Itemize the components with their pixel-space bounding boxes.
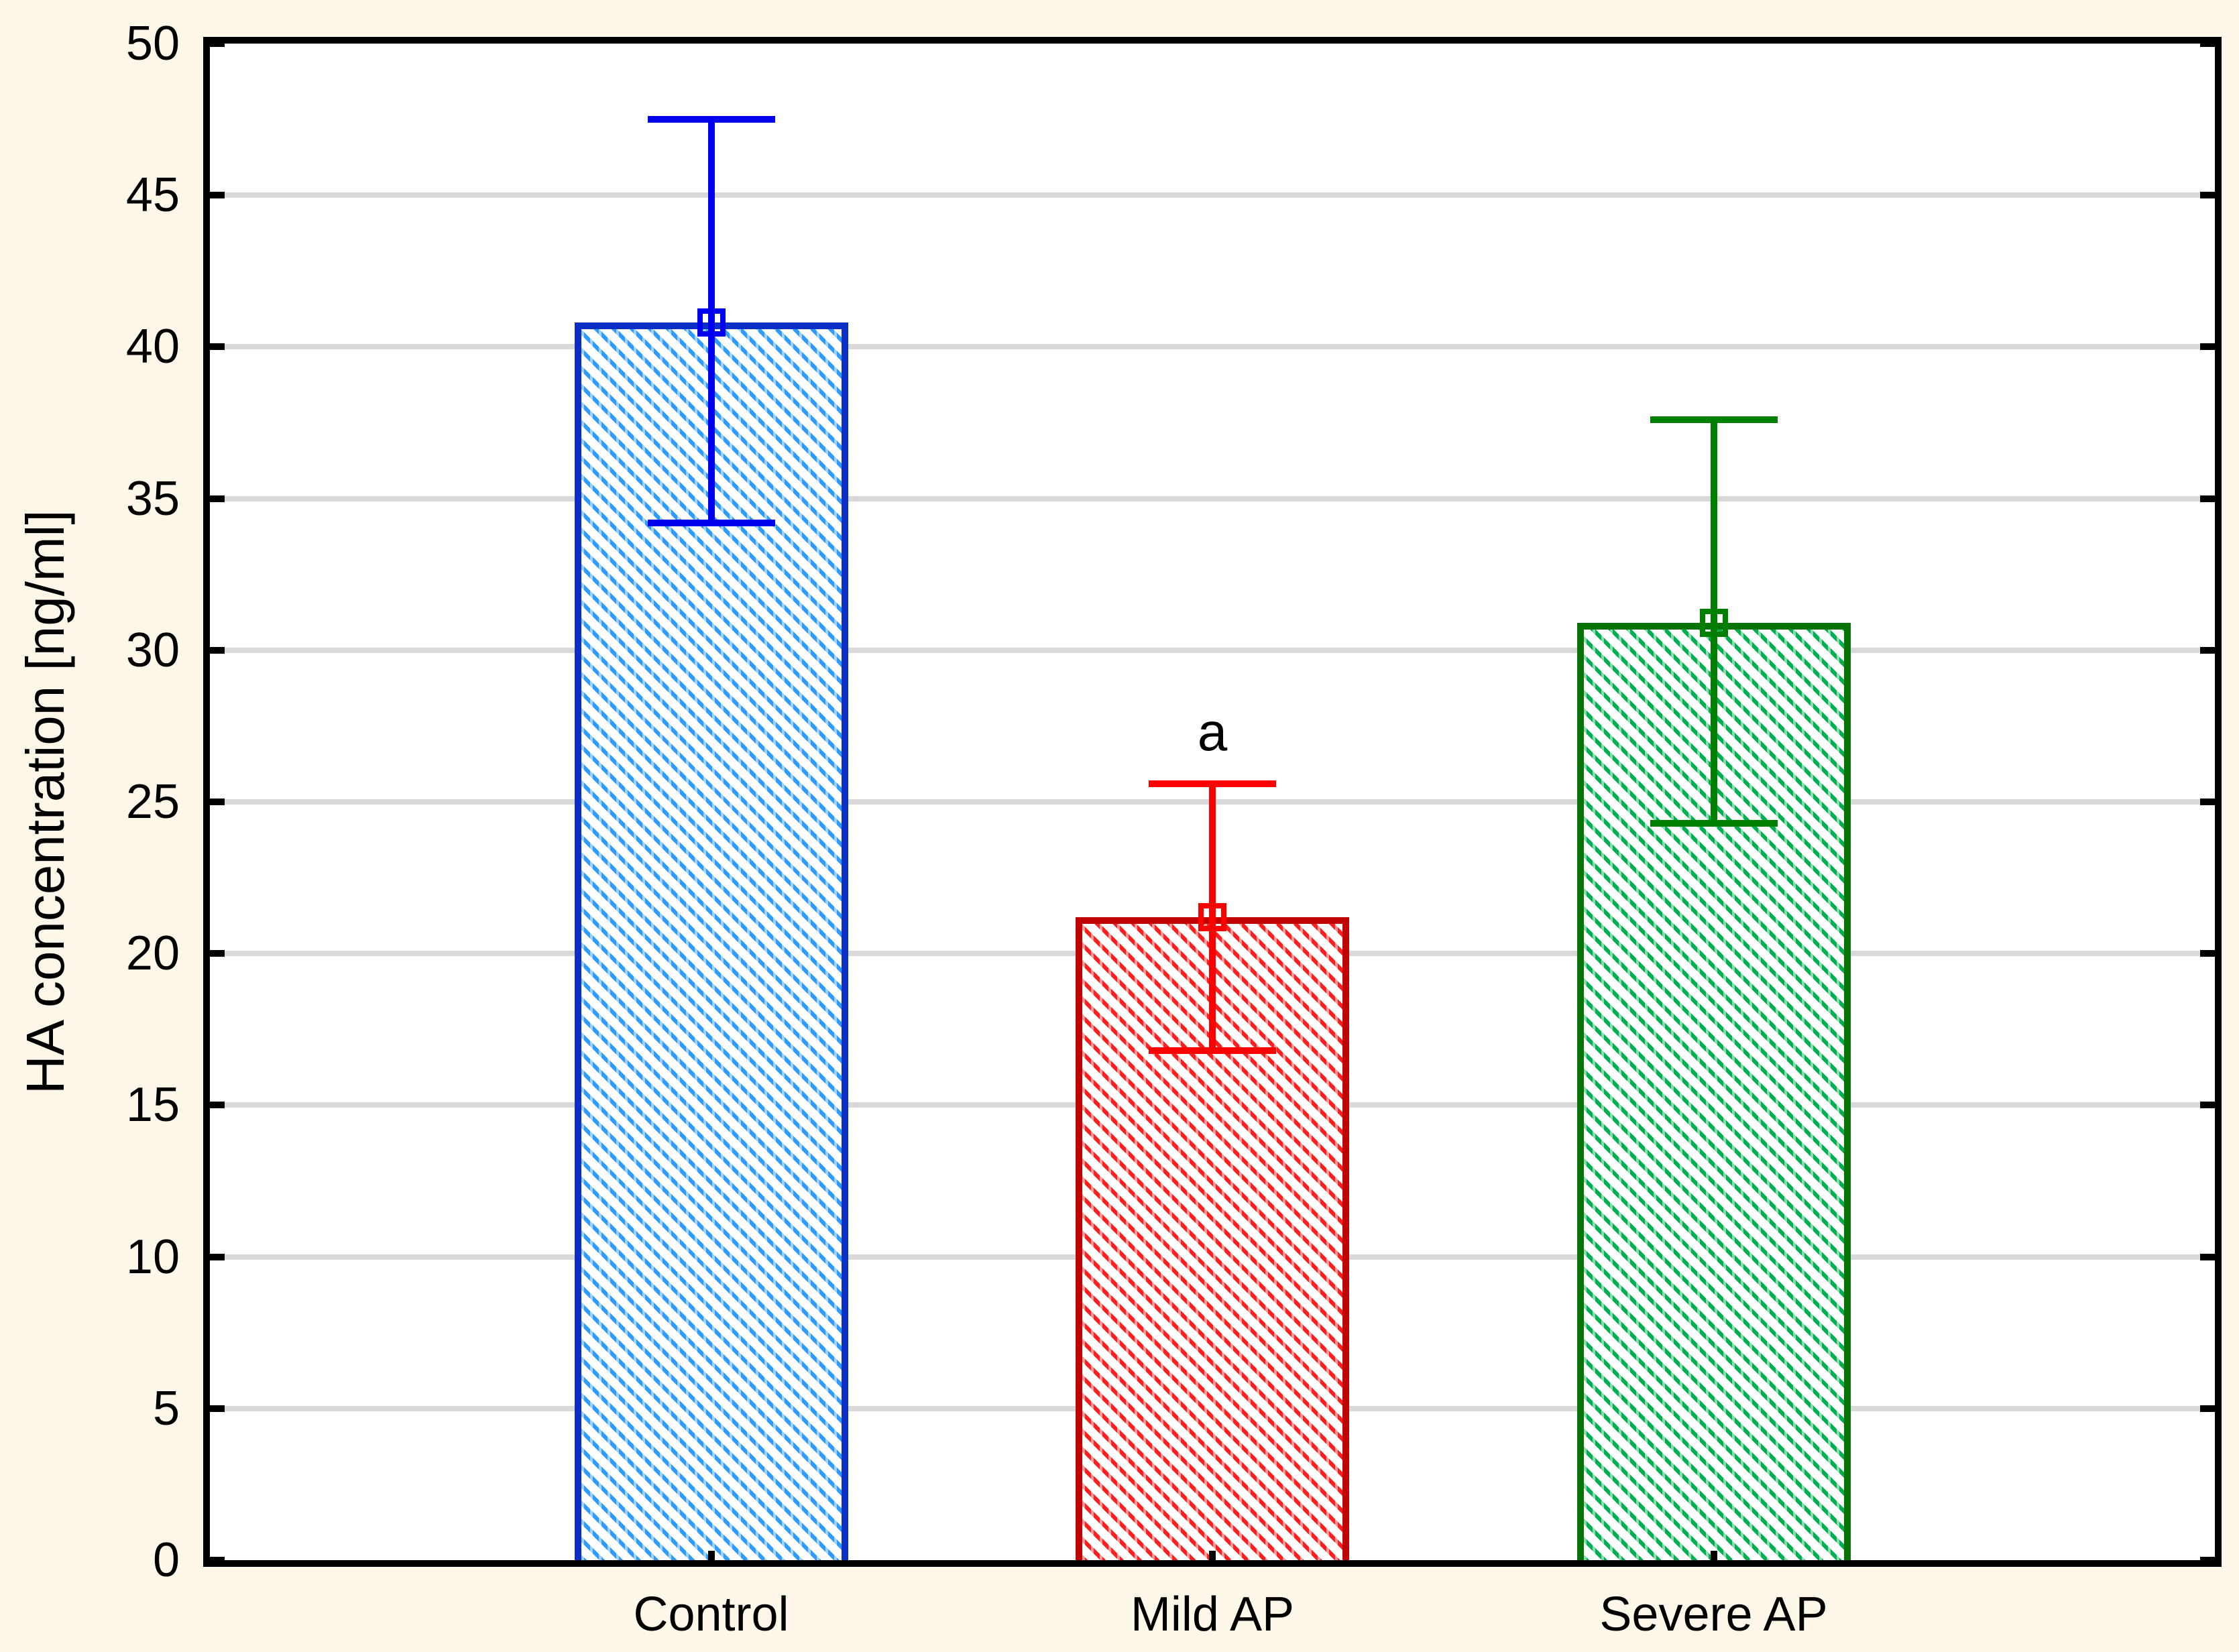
error-cap-bottom-mild-ap	[1149, 1047, 1276, 1054]
mean-marker-severe-ap	[1699, 609, 1728, 638]
x-category-label-mild-ap: Mild AP	[1130, 1588, 1295, 1641]
error-bar-mild-ap	[1209, 783, 1216, 1051]
y-tick-right-25	[2200, 799, 2215, 805]
y-tick-label-15: 15	[125, 1078, 180, 1132]
x-tick-severe-ap	[1710, 1551, 1717, 1560]
y-tick-label-50: 50	[125, 17, 180, 70]
y-tick-left-10	[210, 1253, 225, 1260]
gridline-40	[210, 344, 2215, 350]
y-tick-left-45	[210, 192, 225, 199]
y-tick-left-20	[210, 950, 225, 957]
y-tick-label-25: 25	[125, 775, 180, 829]
error-cap-bottom-control	[647, 519, 775, 526]
y-tick-label-0: 0	[152, 1533, 180, 1587]
plot-area	[203, 37, 2222, 1567]
y-tick-right-5	[2200, 1405, 2215, 1412]
y-tick-left-50	[210, 40, 225, 47]
y-tick-right-0	[2200, 1557, 2215, 1564]
y-tick-right-50	[2200, 40, 2215, 47]
y-tick-right-30	[2200, 646, 2215, 654]
y-tick-right-20	[2200, 950, 2215, 957]
gridline-30	[210, 647, 2215, 653]
y-tick-left-25	[210, 799, 225, 805]
y-tick-left-40	[210, 343, 225, 351]
mean-marker-control	[697, 308, 726, 337]
error-cap-bottom-severe-ap	[1650, 819, 1778, 827]
y-tick-right-45	[2200, 192, 2215, 199]
y-tick-left-30	[210, 646, 225, 654]
y-tick-right-10	[2200, 1253, 2215, 1260]
error-bar-severe-ap	[1710, 419, 1717, 823]
bar-control	[574, 322, 848, 1560]
gridline-35	[210, 495, 2215, 501]
x-category-label-severe-ap: Severe AP	[1599, 1588, 1828, 1641]
y-tick-label-5: 5	[152, 1381, 180, 1435]
error-cap-top-control	[647, 116, 775, 123]
y-tick-label-45: 45	[125, 168, 180, 223]
error-cap-top-mild-ap	[1149, 780, 1276, 787]
error-bar-control	[707, 119, 715, 523]
x-tick-mild-ap	[1209, 1551, 1216, 1560]
y-tick-label-10: 10	[125, 1230, 180, 1284]
mean-marker-mild-ap	[1198, 902, 1226, 931]
y-tick-label-20: 20	[125, 927, 180, 981]
y-tick-left-0	[210, 1557, 225, 1564]
gridline-45	[210, 192, 2215, 198]
x-tick-control	[707, 1551, 715, 1560]
error-cap-top-severe-ap	[1650, 416, 1778, 423]
annotation-a-0: a	[1197, 701, 1228, 762]
y-tick-right-35	[2200, 495, 2215, 502]
x-category-label-control: Control	[633, 1588, 789, 1641]
y-tick-label-30: 30	[125, 623, 180, 677]
y-tick-label-35: 35	[125, 471, 180, 526]
y-tick-right-40	[2200, 343, 2215, 351]
y-tick-right-15	[2200, 1102, 2215, 1109]
y-tick-left-35	[210, 495, 225, 502]
y-tick-left-5	[210, 1405, 225, 1412]
y-tick-label-40: 40	[125, 320, 180, 374]
y-tick-left-15	[210, 1102, 225, 1109]
